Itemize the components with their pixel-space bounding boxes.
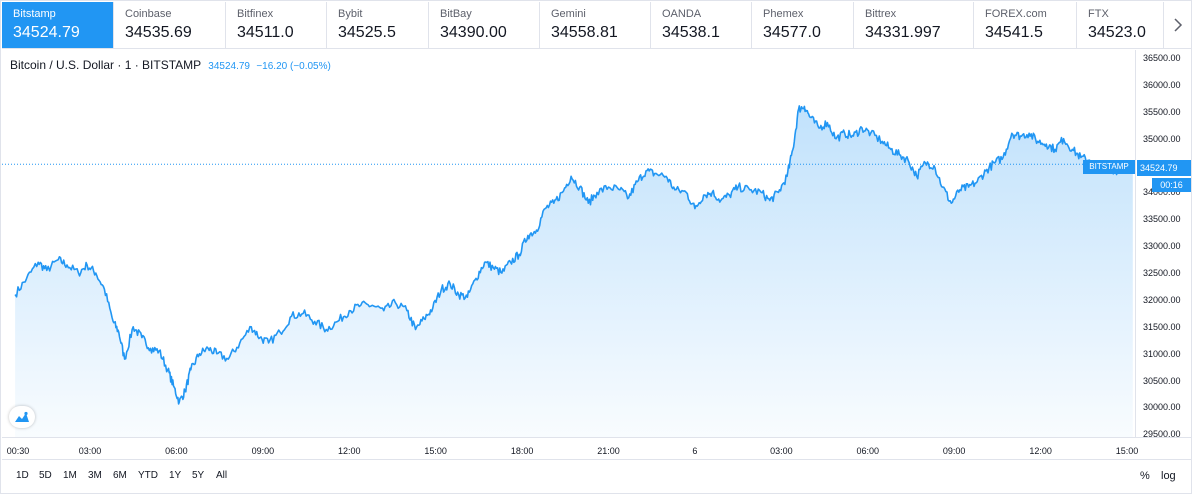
tab-bybit[interactable]: Bybit 34525.5 <box>327 2 429 48</box>
symbol-title: Bitcoin / U.S. Dollar · 1 · BITSTAMP <box>10 58 201 72</box>
range-1y-button[interactable]: 1Y <box>169 470 182 481</box>
y-tick-label: 36500.00 <box>1143 53 1181 64</box>
y-tick-label: 34000.00 <box>1143 187 1181 198</box>
price-axis[interactable]: 36500.0036000.0035500.0035000.0034500.00… <box>1135 50 1191 440</box>
tab-coinbase[interactable]: Coinbase 34535.69 <box>114 2 226 48</box>
chart-legend: Bitcoin / U.S. Dollar · 1 · BITSTAMP 345… <box>10 58 331 74</box>
tab-ftx[interactable]: FTX 34523.0 <box>1077 2 1164 48</box>
range-ytd-button[interactable]: YTD <box>138 470 158 481</box>
legend-value: 34524.79 <box>208 61 250 72</box>
tab-name: Bybit <box>338 8 363 20</box>
y-tick-label: 29500.00 <box>1143 429 1181 440</box>
tab-name: Bitfinex <box>237 8 274 20</box>
x-tick-label: 09:00 <box>942 446 966 456</box>
x-tick-label: 06:00 <box>856 446 880 456</box>
tab-bittrex[interactable]: Bittrex 34331.997 <box>854 2 974 48</box>
x-tick-label: 6 <box>692 446 698 456</box>
tab-name: Bittrex <box>865 8 897 20</box>
range-5y-button[interactable]: 5Y <box>192 470 205 481</box>
x-tick-label: 00:30 <box>6 446 30 456</box>
tab-name: FOREX.com <box>985 8 1047 20</box>
tab-price: 34511.0 <box>237 24 294 41</box>
tab-name: Bitstamp <box>13 8 56 20</box>
x-tick-label: 12:00 <box>337 446 361 456</box>
x-tick-label: 06:00 <box>165 446 188 456</box>
tab-gemini[interactable]: Gemini 34558.81 <box>540 2 651 48</box>
tab-name: OANDA <box>662 8 702 20</box>
range-all-button[interactable]: All <box>216 470 228 481</box>
tab-oanda[interactable]: OANDA 34538.1 <box>651 2 752 48</box>
tab-name: BitBay <box>440 8 472 20</box>
tab-price: 34331.997 <box>865 24 941 41</box>
tab-bitfinex[interactable]: Bitfinex 34511.0 <box>226 2 327 48</box>
x-tick-label: 03:00 <box>770 446 793 456</box>
y-tick-label: 35500.00 <box>1143 106 1181 117</box>
y-tick-label: 30000.00 <box>1143 402 1181 413</box>
range-1d-button[interactable]: 1D <box>16 470 29 481</box>
x-tick-label: 15:00 <box>424 446 447 456</box>
tab-phemex[interactable]: Phemex 34577.0 <box>752 2 854 48</box>
series-tag: BITSTAMP <box>1083 160 1135 174</box>
y-tick-label: 33500.00 <box>1143 214 1181 225</box>
tab-name: Coinbase <box>125 8 172 20</box>
price-area-fill <box>15 105 1133 437</box>
tab-price: 34558.81 <box>551 24 618 41</box>
x-tick-label: 21:00 <box>597 446 620 456</box>
x-tick-label: 12:00 <box>1029 446 1052 456</box>
time-axis[interactable]: 00:30 03:00 06:00 09:00 12:00 15:00 18:00 21:00… <box>2 437 1191 459</box>
range-3m-button[interactable]: 3M <box>88 470 102 481</box>
chevron-right-icon[interactable] <box>1164 2 1191 48</box>
tab-name: Phemex <box>763 8 804 20</box>
tab-name: FTX <box>1088 8 1109 20</box>
last-price-label: 34524.79 <box>1137 160 1191 176</box>
range-1m-button[interactable]: 1M <box>63 470 77 481</box>
x-tick-label: 15:00 <box>1115 446 1139 456</box>
tab-price: 34525.5 <box>338 24 396 41</box>
tab-price: 34577.0 <box>763 24 821 41</box>
exchange-tabs: Bitstamp 34524.79 Coinbase 34535.69 Bitf… <box>2 2 1191 49</box>
y-tick-label: 32500.00 <box>1143 268 1181 279</box>
y-tick-label: 36000.00 <box>1143 79 1181 90</box>
tab-price: 34524.79 <box>13 24 80 41</box>
y-tick-label: 33000.00 <box>1143 241 1181 252</box>
range-bar: 1D 5D 1M 3M 6M YTD 1Y 5Y All % log <box>2 459 1191 493</box>
tab-name: Gemini <box>551 8 586 20</box>
tab-bitbay[interactable]: BitBay 34390.00 <box>429 2 540 48</box>
tab-price: 34523.0 <box>1088 24 1146 41</box>
x-tick-label: 03:00 <box>78 446 102 456</box>
percent-scale-button[interactable]: % <box>1140 470 1150 482</box>
y-tick-label: 31500.00 <box>1143 321 1181 332</box>
price-line <box>14 105 1134 405</box>
x-tick-label: 18:00 <box>510 446 534 456</box>
y-tick-label: 30500.00 <box>1143 375 1181 386</box>
tab-bitstamp[interactable]: Bitstamp 34524.79 <box>2 2 114 48</box>
tab-forex-com[interactable]: FOREX.com 34541.5 <box>974 2 1077 48</box>
tab-price: 34390.00 <box>440 24 507 41</box>
tab-price: 34535.69 <box>125 24 192 41</box>
range-6m-button[interactable]: 6M <box>113 470 127 481</box>
tab-price: 34538.1 <box>662 24 720 41</box>
tradingview-logo-icon[interactable] <box>9 406 35 428</box>
y-tick-label: 35000.00 <box>1143 133 1181 144</box>
countdown-label: 00:16 <box>1152 178 1191 192</box>
y-tick-label: 31000.00 <box>1143 348 1181 359</box>
legend-change: −16.20 (−0.05%) <box>256 61 331 72</box>
price-area-chart <box>2 105 1135 437</box>
range-5d-button[interactable]: 5D <box>39 470 52 481</box>
log-scale-button[interactable]: log <box>1161 470 1176 482</box>
price-plot[interactable] <box>2 50 1135 437</box>
y-tick-label: 32000.00 <box>1143 294 1181 305</box>
tab-price: 34541.5 <box>985 24 1043 41</box>
x-tick-label: 09:00 <box>251 446 275 456</box>
